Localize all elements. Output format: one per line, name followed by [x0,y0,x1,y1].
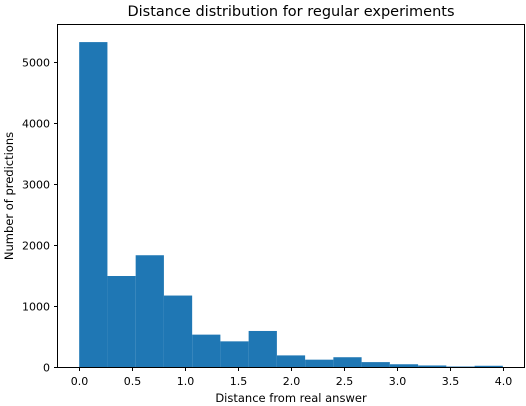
x-tick-label: 2.5 [336,375,354,388]
y-axis-label: Number of predictions [2,132,16,260]
x-tick-label: 4.0 [495,375,513,388]
histogram-bar [474,365,503,367]
histogram-bar [79,42,108,367]
plot-frame [57,24,525,368]
x-axis-ticks: 0.0 0.5 1.0 1.5 2.0 2.5 3.0 3.5 4.0 [71,367,513,388]
x-tick-label: 1.5 [230,375,248,388]
histogram-bar [163,295,193,367]
y-tick-label: 4000 [22,118,50,131]
x-tick-label: 1.0 [177,375,195,388]
y-tick-label: 5000 [22,57,50,70]
histogram-bar [389,364,419,367]
bars-group [79,42,503,367]
x-axis-label: Distance from real answer [215,391,367,405]
x-tick-label: 3.5 [442,375,460,388]
y-tick-label: 0 [43,362,50,375]
y-tick-label: 3000 [22,179,50,192]
histogram-bar [333,357,362,367]
histogram-bar [276,355,306,367]
histogram-bar [418,365,447,367]
chart-title: Distance distribution for regular experi… [127,4,454,20]
y-tick-label: 2000 [22,240,50,253]
x-tick-label: 0.0 [71,375,89,388]
y-axis-ticks: 0 1000 2000 3000 4000 5000 [22,57,58,375]
histogram-bar [135,255,164,367]
histogram-bar [361,362,390,367]
y-tick-label: 1000 [22,301,50,314]
histogram-bar [248,330,277,367]
x-tick-label: 2.0 [283,375,301,388]
x-tick-label: 0.5 [124,375,142,388]
x-tick-label: 3.0 [389,375,407,388]
histogram-bar [305,359,334,367]
histogram-bar [192,334,221,367]
histogram-bar [220,341,249,367]
histogram-bar [107,276,136,367]
